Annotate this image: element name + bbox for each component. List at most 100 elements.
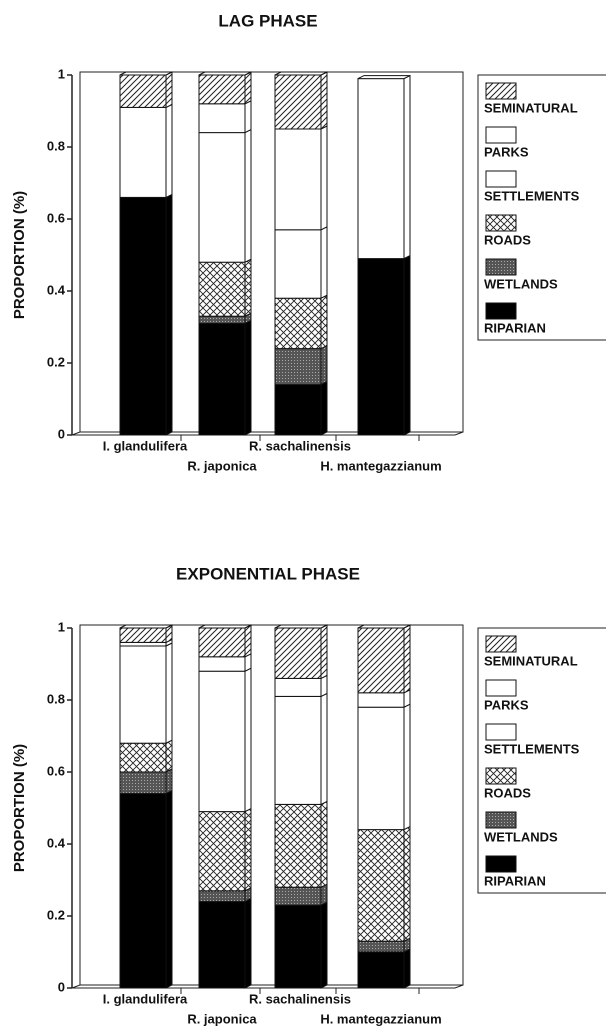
legend-box [477,74,606,341]
bar-top [357,624,411,629]
legend-label: SETTLEMENTS [484,741,580,756]
bar-segment [274,74,322,130]
bar-segment [198,901,246,989]
y-tick-label: 0.4 [47,282,66,297]
legend-swatch [485,170,517,188]
y-tick-label: 0 [58,426,65,441]
bar-segment [357,829,405,942]
legend-swatch [485,811,517,829]
bar-side [320,800,328,889]
bar-side [244,897,252,989]
bar-segment [274,695,322,805]
x-tick-label: H. mantegazzianum [320,458,441,473]
chart-title: LAG PHASE [218,11,317,30]
x-tick-label: R. sachalinensis [249,438,351,453]
bar-segment [274,904,322,989]
y-tick-label: 0 [58,979,65,994]
bar-segment [274,886,322,906]
bar-side [244,128,252,264]
bar-segment [357,627,405,694]
bar-segment [198,103,246,134]
bar-side [320,344,328,386]
bar-segment [198,261,246,317]
y-tick-label: 0.2 [47,354,65,369]
x-tick-label: I. glandulifera [103,991,188,1006]
x-tick-label: R. japonica [187,458,257,473]
bar-side [320,692,328,806]
bar-side [403,825,411,943]
bar-segment [198,132,246,263]
x-tick-label: H. mantegazzianum [320,1011,441,1026]
x-tick-label: R. japonica [187,1011,257,1026]
x-tick-label: I. glandulifera [103,438,188,453]
legend-label: PARKS [484,144,529,159]
bar-side [244,807,252,892]
bar-side [403,74,411,260]
y-tick-label: 0.8 [47,138,65,153]
bar-segment [274,677,322,697]
bar-segment [119,793,167,989]
bar-side [403,703,411,831]
bar-segment [274,803,322,888]
bar-segment [357,940,405,953]
legend-label: WETLANDS [484,829,558,844]
bar-side [165,768,173,795]
legend-swatch [485,635,517,653]
legend-swatch [485,126,517,144]
bar-segment [274,229,322,299]
bar-side [320,294,328,350]
bar-top [198,71,252,76]
bar-side [244,624,252,658]
legend-swatch [485,723,517,741]
bar-side [320,71,328,130]
legend-label: SEMINATURAL [484,653,578,668]
bar-segment [357,78,405,260]
bar-segment [198,322,246,436]
bar-segment [198,627,246,658]
bar-side [320,380,328,436]
bar-segment [119,645,167,744]
legend-label: ROADS [484,785,531,800]
y-axis-label: PROPORTION (%) [11,744,28,872]
bar-segment [119,627,167,643]
bar-segment [198,74,246,105]
bar-side [403,624,411,694]
bar-segment [274,348,322,386]
bar-side [244,667,252,813]
bar-side [165,193,173,436]
legend-swatch [485,767,517,785]
y-tick-label: 0.6 [47,210,65,225]
legend-label: PARKS [484,697,529,712]
bar-side [320,225,328,300]
bar-segment [119,74,167,108]
legend-swatch [485,82,517,100]
legend-label: ROADS [484,232,531,247]
chart-title: EXPONENTIAL PHASE [176,564,360,583]
bar-top [357,75,411,80]
y-tick-label: 0.6 [47,763,65,778]
y-tick-label: 0.8 [47,691,65,706]
bar-top [274,71,328,76]
bar-side [320,125,328,231]
bar-side [165,103,173,199]
legend-label: RIPARIAN [484,320,546,335]
bar-side [403,254,411,436]
legend-swatch [485,258,517,276]
bar-segment [274,297,322,350]
bar-segment [198,670,246,813]
bar-segment [357,258,405,436]
bar-segment [274,627,322,679]
bar-segment [198,315,246,324]
y-tick-label: 1 [58,619,65,634]
bar-segment [119,641,167,647]
legend-label: SEMINATURAL [484,100,578,115]
bar-segment [274,384,322,436]
y-axis-label: PROPORTION (%) [11,191,28,319]
legend-label: SETTLEMENTS [484,188,580,203]
legend-swatch [485,679,517,697]
y-tick-label: 0.4 [47,835,66,850]
legend-swatch [485,302,517,320]
legend-label: RIPARIAN [484,873,546,888]
bar-side [165,71,173,109]
